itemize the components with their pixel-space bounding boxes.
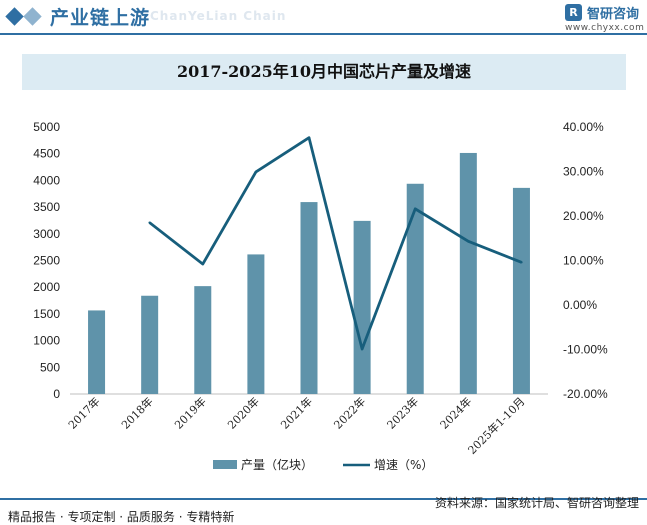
line-point-growth — [201, 262, 204, 266]
section-title-watermark: ChanYeLian Chain — [150, 9, 287, 23]
line-point-growth — [148, 221, 151, 224]
bar-production — [512, 187, 530, 394]
line-growth-rate — [148, 136, 522, 351]
x-category-label: 2025年1-10月 — [465, 394, 528, 457]
y-right-tick-label: -10.00% — [563, 343, 608, 357]
footer-tagline: 精品报告 · 专项定制 · 品质服务 · 专精特新 — [8, 510, 235, 524]
line-point-growth — [307, 136, 311, 139]
line-point-growth — [414, 207, 417, 211]
legend-label-growth: 增速（%） — [374, 458, 433, 472]
y-right-tick-label: 10.00% — [563, 254, 604, 268]
bar-production — [406, 183, 424, 394]
data-source: 资料来源：国家统计局、智研咨询整理 — [434, 496, 639, 510]
y-left-tick-label: 1500 — [33, 307, 60, 321]
legend-label-production: 产量（亿块） — [241, 457, 313, 472]
bar-production — [194, 286, 212, 394]
x-category-label: 2020年 — [225, 394, 262, 431]
bar-production — [247, 254, 265, 394]
line-point-growth — [360, 347, 364, 351]
x-category-label: 2019年 — [171, 394, 208, 431]
bar-production — [459, 152, 477, 394]
y-left-tick-label: 2000 — [33, 280, 60, 294]
y-left-tick-label: 3500 — [33, 200, 60, 214]
brand-name: 智研咨询 — [587, 7, 640, 22]
header-divider — [0, 33, 647, 35]
x-category-label: 2023年 — [384, 394, 421, 431]
bar-production — [353, 220, 371, 394]
y-right-tick-label: 20.00% — [563, 209, 604, 223]
x-category-label: 2018年 — [118, 394, 155, 431]
bar-production — [88, 310, 106, 394]
chart-title-band: 2017-2025年10月中国芯片产量及增速 — [22, 54, 626, 90]
page-footer: 精品报告 · 专项定制 · 品质服务 · 专精特新 资料来源：国家统计局、智研咨… — [0, 496, 647, 525]
y-right-tick-label: -20.00% — [563, 387, 608, 401]
brand-logo-icon: R — [565, 4, 582, 21]
legend-swatch-production — [213, 460, 237, 469]
x-category-label: 2021年 — [278, 394, 315, 431]
y-left-tick-label: 1000 — [33, 334, 60, 348]
page-header: 产业链上游 ChanYeLian Chain R 智研咨询 www.chyxx.… — [0, 0, 647, 36]
brand-url[interactable]: www.chyxx.com — [565, 23, 645, 33]
x-category-label: 2024年 — [437, 394, 474, 431]
line-point-growth — [467, 240, 470, 243]
y-left-tick-label: 5000 — [33, 120, 60, 134]
x-category-label: 2022年 — [331, 394, 368, 431]
y-left-tick-label: 2500 — [33, 254, 60, 268]
line-point-growth — [254, 170, 258, 174]
footer-divider — [0, 498, 647, 500]
y-right-tick-label: 0.00% — [563, 298, 597, 312]
chart-title: 2017-2025年10月中国芯片产量及增速 — [177, 62, 471, 81]
y-left-tick-label: 4500 — [33, 147, 60, 161]
y-left-tick-label: 0 — [53, 387, 60, 401]
y-left-tick-label: 3000 — [33, 227, 60, 241]
y-left-tick-label: 500 — [40, 360, 60, 374]
bar-production — [141, 295, 159, 394]
section-title: 产业链上游 — [50, 7, 151, 29]
line-point-growth — [520, 261, 523, 264]
x-category-label: 2017年 — [65, 394, 102, 431]
y-right-tick-label: 30.00% — [563, 165, 604, 179]
y-right-tick-label: 40.00% — [563, 120, 604, 134]
bar-production — [300, 202, 318, 394]
y-left-tick-label: 4000 — [33, 173, 60, 187]
